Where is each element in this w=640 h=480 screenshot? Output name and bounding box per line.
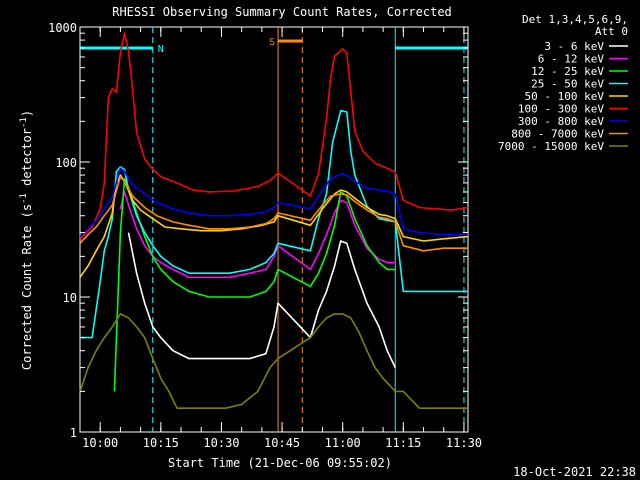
x-tick-label: 10:45 bbox=[264, 436, 300, 450]
flag-label: N bbox=[158, 44, 164, 55]
legend-entry: 300 - 800 keV bbox=[518, 115, 604, 128]
x-tick-label: 11:00 bbox=[325, 436, 361, 450]
y-tick-label: 1 bbox=[70, 426, 77, 440]
series-line bbox=[119, 191, 396, 279]
legend-entry: 100 - 300 keV bbox=[518, 103, 604, 116]
x-tick-label: 11:30 bbox=[446, 436, 482, 450]
legend-entry: 7000 - 15000 keV bbox=[498, 140, 604, 153]
flag-label: S bbox=[269, 37, 275, 48]
legend-header: Att 0 bbox=[595, 25, 628, 38]
legend-entry: 800 - 7000 keV bbox=[511, 128, 604, 141]
y-tick-label: 100 bbox=[55, 156, 77, 170]
legend-entry: 25 - 50 keV bbox=[531, 78, 604, 91]
flag-bars: NS bbox=[80, 37, 468, 55]
series-line bbox=[79, 175, 468, 252]
plot-area bbox=[79, 26, 469, 433]
y-tick-label: 1000 bbox=[48, 21, 77, 35]
y-tick-label: 10 bbox=[63, 291, 77, 305]
chart-title: RHESSI Observing Summary Count Rates, Co… bbox=[112, 5, 452, 19]
x-tick-label: 10:15 bbox=[143, 436, 179, 450]
plot-frame bbox=[79, 26, 469, 433]
x-tick-label: 10:00 bbox=[82, 436, 118, 450]
series-lines bbox=[79, 32, 469, 409]
y-axis-label: Corrected Count Rate (s-1 detector-1) bbox=[19, 110, 34, 370]
series-line bbox=[79, 167, 468, 238]
x-tick-label: 11:15 bbox=[385, 436, 421, 450]
legend-entry: 3 - 6 keV bbox=[544, 40, 604, 53]
x-axis-label: Start Time (21-Dec-06 09:55:02) bbox=[168, 456, 392, 470]
legend-entry: 50 - 100 keV bbox=[525, 90, 605, 103]
series-line bbox=[79, 313, 468, 409]
time-markers bbox=[152, 27, 465, 432]
x-tick-label: 10:30 bbox=[203, 436, 239, 450]
series-line bbox=[79, 32, 469, 240]
legend-entry: 6 - 12 keV bbox=[538, 53, 605, 66]
series-line bbox=[127, 232, 397, 368]
legend-header: Det 1,3,4,5,6,9, bbox=[522, 13, 628, 26]
legend-entry: 12 - 25 keV bbox=[531, 65, 604, 78]
axes: 1 10 100 1000 10:00 10:15 10:30 10:45 11:00 11:15… bbox=[48, 21, 482, 450]
generation-timestamp: 18-Oct-2021 22:38 bbox=[513, 465, 636, 479]
